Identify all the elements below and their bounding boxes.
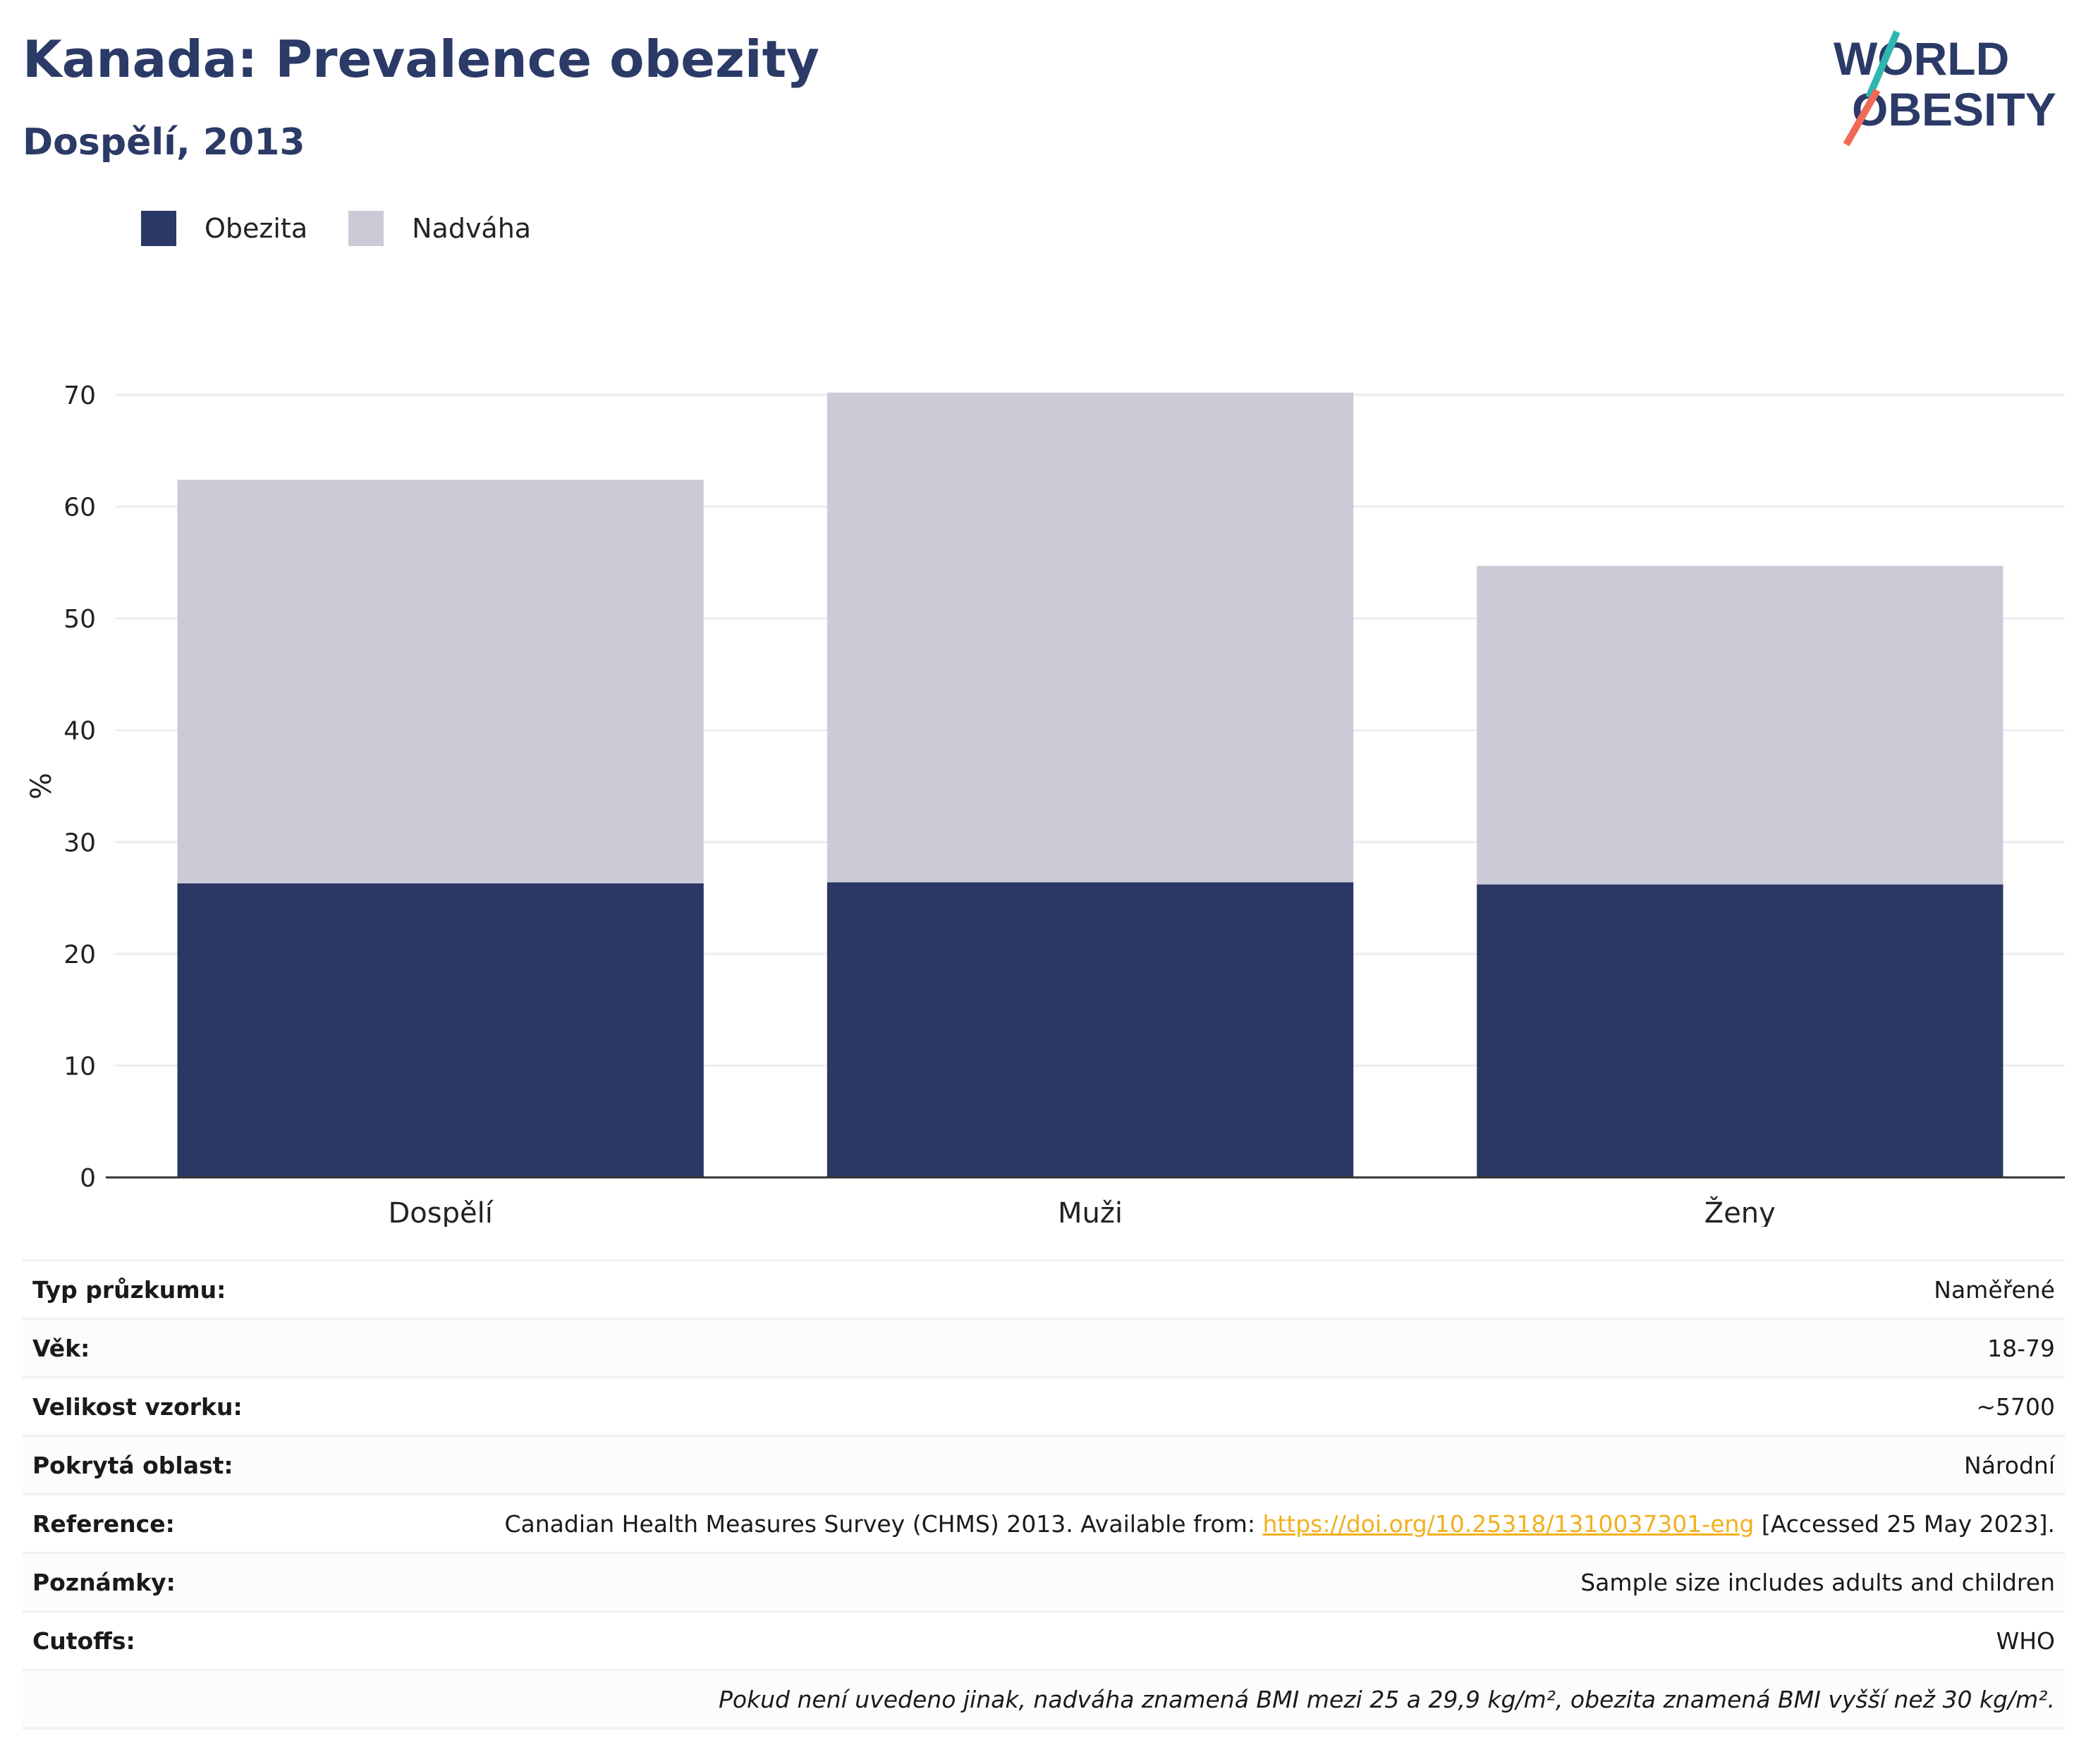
x-tick-label: Dospělí — [388, 1197, 494, 1227]
axis-layer: 0 10 20 30 40 50 60 70% Dospělí Muži Ženy — [25, 381, 2065, 1227]
y-tick-label: 40 — [63, 717, 96, 746]
info-value: ~5700 — [283, 1376, 2065, 1436]
chart-title: Kanada: Prevalence obezity — [23, 30, 819, 89]
info-row-cutoffs: Cutoffs: WHO — [23, 1610, 2065, 1670]
info-key: Typ průzkumu: — [23, 1259, 283, 1319]
info-row-area: Pokrytá oblast: Národní — [23, 1435, 2065, 1495]
info-key: Velikost vzorku: — [23, 1376, 283, 1436]
info-table: Typ průzkumu: Naměřené Věk: 18-79 Veliko… — [23, 1259, 2065, 1729]
bar-overweight-2 — [1477, 565, 2003, 885]
y-tick-label: 0 — [80, 1164, 96, 1193]
y-tick-label: 10 — [63, 1052, 96, 1081]
footnote: Pokud není uvedeno jinak, nadváha znamen… — [283, 1669, 2065, 1729]
reference-link[interactable]: https://doi.org/10.25318/1310037301-eng — [1262, 1509, 1755, 1538]
bar-obesity-0 — [177, 883, 704, 1177]
info-key: Věk: — [23, 1318, 283, 1378]
svg-text:OBESITY: OBESITY — [1852, 83, 2056, 135]
bar-chart: 0 10 20 30 40 50 60 70% Dospělí Muži Ženy — [25, 381, 2065, 1227]
info-row-age: Věk: 18-79 — [23, 1318, 2065, 1378]
legend-item-obesity: Obezita — [141, 211, 307, 246]
info-row-reference: Reference: Canadian Health Measures Surv… — [23, 1493, 2065, 1553]
legend-swatch-obesity — [141, 211, 176, 246]
info-value: Sample size includes adults and children — [283, 1552, 2065, 1612]
svg-text:WORLD: WORLD — [1834, 32, 2009, 85]
info-row-sample-size: Velikost vzorku: ~5700 — [23, 1376, 2065, 1436]
info-key-empty — [23, 1669, 283, 1729]
y-tick-label: 30 — [63, 828, 96, 857]
y-tick-label: 60 — [63, 494, 96, 522]
chart-legend: Obezita Nadváha — [141, 209, 572, 248]
x-tick-label: Ženy — [1704, 1196, 1776, 1227]
info-row-footnote: Pokud není uvedeno jinak, nadváha znamen… — [23, 1669, 2065, 1729]
info-value: 18-79 — [283, 1318, 2065, 1378]
y-tick-label: 50 — [63, 605, 96, 634]
info-key: Cutoffs: — [23, 1610, 283, 1670]
info-row-survey-type: Typ průzkumu: Naměřené — [23, 1259, 2065, 1319]
bar-obesity-2 — [1477, 884, 2003, 1177]
info-value: Národní — [283, 1435, 2065, 1495]
info-row-notes: Poznámky: Sample size includes adults an… — [23, 1552, 2065, 1612]
legend-swatch-overweight — [348, 211, 384, 246]
world-obesity-logo: WORLD OBESITY — [1834, 30, 2056, 147]
legend-label-obesity: Obezita — [205, 213, 308, 244]
bar-overweight-0 — [177, 479, 704, 883]
bar-obesity-1 — [827, 882, 1354, 1177]
legend-item-overweight: Nadváha — [348, 211, 531, 246]
x-tick-label: Muži — [1058, 1197, 1123, 1227]
bar-layer — [177, 392, 2003, 1177]
y-tick-label: 70 — [63, 381, 96, 410]
info-value: WHO — [283, 1610, 2065, 1670]
bar-overweight-1 — [827, 392, 1354, 883]
info-value: Naměřené — [283, 1259, 2065, 1319]
reference-suffix: [Accessed 25 May 2023]. — [1754, 1509, 2055, 1538]
info-value: Canadian Health Measures Survey (CHMS) 2… — [283, 1493, 2065, 1553]
info-key: Reference: — [23, 1493, 283, 1553]
info-key: Pokrytá oblast: — [23, 1435, 283, 1495]
legend-label-overweight: Nadváha — [412, 213, 532, 244]
info-key: Poznámky: — [23, 1552, 283, 1612]
chart-subtitle: Dospělí, 2013 — [23, 121, 305, 164]
y-axis-title: % — [25, 773, 58, 800]
y-tick-label: 20 — [63, 941, 96, 969]
reference-prefix: Canadian Health Measures Survey (CHMS) 2… — [504, 1509, 1263, 1538]
